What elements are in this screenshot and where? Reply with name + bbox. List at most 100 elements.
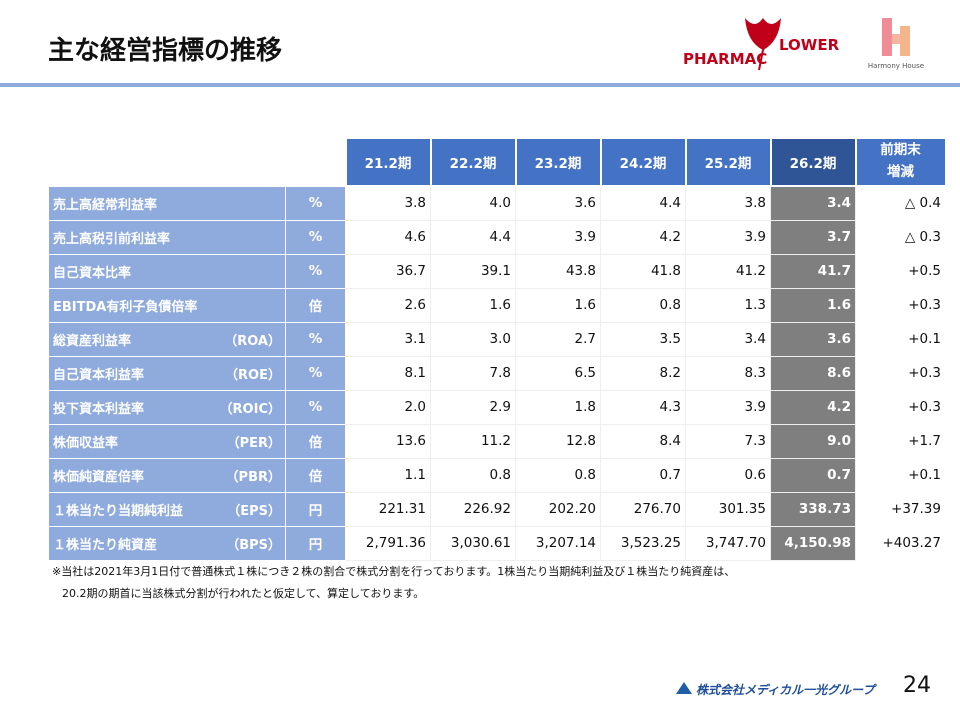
- table-row: 株価収益率 （PER）倍 13.6 11.2 12.8 8.4 7.3 9.0 +1.7: [48, 423, 946, 459]
- value-cell: 3.4: [685, 321, 771, 357]
- change-cell: +1.7: [855, 423, 946, 459]
- label-abbr: （ROE）: [225, 367, 281, 383]
- value-cell: 1.8: [515, 389, 601, 425]
- value-cell: 301.35: [685, 491, 771, 527]
- unit-cell: 円: [285, 525, 346, 561]
- row-label: 総資産利益率 （ROA）: [48, 321, 286, 357]
- row-label: 売上高税引前利益率: [48, 219, 286, 255]
- value-cell: 4.6: [345, 219, 431, 255]
- table-row: EBITDA有利子負債倍率倍 2.6 1.6 1.6 0.8 1.3 1.6 +0.3: [48, 287, 946, 323]
- row-label: 株価収益率 （PER）: [48, 423, 286, 459]
- label-text: 自己資本比率: [53, 265, 132, 281]
- note-line: ※当社は2021年3月1日付で普通株式１株につき２株の割合で株式分割を行っており…: [52, 565, 736, 578]
- value-cell: 3.7: [770, 219, 856, 255]
- table-row: 総資産利益率 （ROA）% 3.1 3.0 2.7 3.5 3.4 3.6 +0.1: [48, 321, 946, 357]
- value-cell: 1.3: [685, 287, 771, 323]
- label-text: １株当たり当期純利益: [53, 503, 184, 519]
- value-cell: 221.31: [345, 491, 431, 527]
- change-cell: +403.27: [855, 525, 946, 561]
- unit-cell: %: [285, 185, 346, 221]
- row-label: 売上高経常利益率: [48, 185, 286, 221]
- value-cell: 39.1: [430, 253, 516, 289]
- column-header: 26.2期: [769, 137, 857, 187]
- value-cell: 4,150.98: [770, 525, 856, 561]
- label-text: 株価純資産倍率: [53, 469, 145, 485]
- value-cell: 43.8: [515, 253, 601, 289]
- label-abbr: （BPS）: [226, 537, 281, 553]
- empty-cell: [48, 137, 286, 187]
- header-line: 増減: [887, 164, 914, 180]
- value-cell: 1.6: [515, 287, 601, 323]
- table-row: 投下資本利益率 （ROIC）% 2.0 2.9 1.8 4.3 3.9 4.2 +0.3: [48, 389, 946, 425]
- value-cell: 3.0: [430, 321, 516, 357]
- change-cell: +0.1: [855, 457, 946, 493]
- change-cell: △ 0.4: [855, 185, 946, 221]
- value-cell: 202.20: [515, 491, 601, 527]
- value-cell: 3.8: [345, 185, 431, 221]
- value-cell: 3.6: [515, 185, 601, 221]
- value-cell: 2,791.36: [345, 525, 431, 561]
- table-row: 株価純資産倍率 （PBR）倍 1.1 0.8 0.8 0.7 0.6 0.7 +0.1: [48, 457, 946, 493]
- value-cell: 8.2: [600, 355, 686, 391]
- value-cell: 6.5: [515, 355, 601, 391]
- unit-cell: 円: [285, 491, 346, 527]
- value-cell: 4.3: [600, 389, 686, 425]
- header-rule: [0, 83, 960, 87]
- value-cell: 0.6: [685, 457, 771, 493]
- value-cell: 2.6: [345, 287, 431, 323]
- value-cell: 2.9: [430, 389, 516, 425]
- label-text: EBITDA有利子負債倍率: [53, 299, 198, 315]
- value-cell: 41.8: [600, 253, 686, 289]
- value-cell: 9.0: [770, 423, 856, 459]
- header-line: 前期末: [880, 142, 921, 159]
- change-cell: +37.39: [855, 491, 946, 527]
- unit-cell: 倍: [285, 287, 346, 323]
- value-cell: 3.9: [685, 219, 771, 255]
- title: 主な経営指標の推移: [48, 36, 283, 66]
- label-text: 株価収益率: [53, 435, 119, 451]
- value-cell: 12.8: [515, 423, 601, 459]
- value-cell: 7.3: [685, 423, 771, 459]
- value-cell: 3.9: [685, 389, 771, 425]
- value-cell: 3,523.25: [600, 525, 686, 561]
- label-abbr: （PER）: [226, 435, 281, 451]
- value-cell: 3.8: [685, 185, 771, 221]
- value-cell: 0.8: [600, 287, 686, 323]
- value-cell: 0.8: [515, 457, 601, 493]
- value-cell: 4.2: [600, 219, 686, 255]
- row-label: 株価純資産倍率 （PBR）: [48, 457, 286, 493]
- label-text: 投下資本利益率: [53, 401, 145, 417]
- unit-cell: %: [285, 253, 346, 289]
- column-header: 23.2期: [514, 137, 602, 187]
- label-abbr: （ROIC）: [219, 401, 281, 417]
- note-line: 20.2期の期首に当該株式分割が行われたと仮定して、算定しております。: [62, 587, 425, 600]
- label-text: １株当たり純資産: [53, 537, 158, 553]
- value-cell: 4.2: [770, 389, 856, 425]
- value-cell: 3.5: [600, 321, 686, 357]
- unit-cell: %: [285, 321, 346, 357]
- table-row: 自己資本比率% 36.7 39.1 43.8 41.8 41.2 41.7 +0.5: [48, 253, 946, 289]
- unit-cell: %: [285, 219, 346, 255]
- value-cell: 338.73: [770, 491, 856, 527]
- unit-cell: %: [285, 389, 346, 425]
- value-cell: 4.4: [430, 219, 516, 255]
- indicator-table: 21.2期 22.2期 23.2期 24.2期 25.2期 26.2期 前期末 増減 売上高経常…: [48, 137, 947, 561]
- column-header: 25.2期: [684, 137, 772, 187]
- empty-cell: [285, 137, 346, 187]
- value-cell: 11.2: [430, 423, 516, 459]
- page-number: 24: [903, 673, 931, 698]
- value-cell: 3,207.14: [515, 525, 601, 561]
- label-abbr: （PBR）: [225, 469, 281, 485]
- header-row: 21.2期 22.2期 23.2期 24.2期 25.2期 26.2期 前期末 増減: [48, 137, 947, 187]
- value-cell: 1.6: [430, 287, 516, 323]
- logo-text: LOWER: [779, 36, 840, 54]
- footer-icon: [676, 682, 692, 694]
- unit-cell: %: [285, 355, 346, 391]
- harmony-logo: Harmony House: [868, 18, 924, 70]
- unit-cell: 倍: [285, 457, 346, 493]
- value-cell: 8.3: [685, 355, 771, 391]
- value-cell: 3,747.70: [685, 525, 771, 561]
- table-row: 自己資本利益率 （ROE）% 8.1 7.8 6.5 8.2 8.3 8.6 +0.3: [48, 355, 946, 391]
- row-label: EBITDA有利子負債倍率: [48, 287, 286, 323]
- value-cell: 1.6: [770, 287, 856, 323]
